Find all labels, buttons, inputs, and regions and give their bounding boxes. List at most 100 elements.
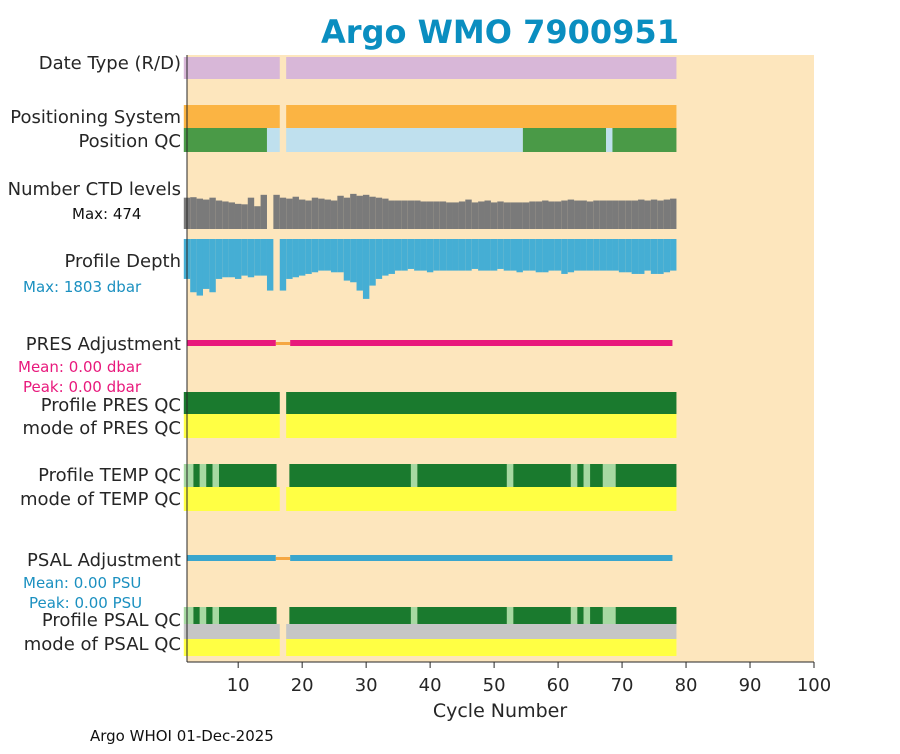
profile-psal-qc-segment — [206, 607, 213, 624]
annotation-depth-max: Max: 1803 dbar — [23, 278, 142, 296]
ctd-level-bar — [426, 201, 434, 229]
ctd-level-bar — [241, 204, 248, 229]
mode-psal-qc-band — [183, 639, 280, 656]
profile-depth-bar — [369, 239, 376, 286]
profile-temp-qc-segment — [218, 464, 277, 487]
ctd-level-bar — [471, 202, 479, 229]
annotation-psal-mean: Mean: 0.00 PSU — [23, 574, 141, 592]
ctd-level-bar — [234, 203, 242, 229]
ctd-level-bar — [382, 198, 389, 229]
ctd-level-bar — [670, 198, 677, 229]
ctd-level-bar — [209, 197, 216, 229]
ctd-level-bar — [644, 200, 651, 229]
profile-depth-bar — [375, 239, 383, 279]
ctd-level-bar — [407, 200, 415, 229]
ctd-level-bar — [388, 200, 395, 229]
profile-depth-bar — [593, 239, 600, 271]
profile-temp-qc-segment — [570, 464, 578, 487]
ctd-level-bar — [586, 201, 594, 229]
profile-depth-bar — [503, 239, 511, 271]
x-tick-label: 50 — [483, 675, 506, 696]
profile-depth-bar — [382, 239, 389, 276]
label-pres-adjustment: PRES Adjustment — [26, 334, 181, 355]
label-ctd-levels: Number CTD levels — [8, 179, 181, 200]
ctd-level-bar — [657, 200, 664, 229]
profile-psal-qc-segment — [417, 607, 507, 624]
ctd-level-bar — [606, 200, 613, 229]
position-qc-segment — [606, 128, 613, 152]
profile-depth-bar — [190, 239, 197, 293]
ctd-level-bar — [612, 200, 619, 229]
ctd-level-bar — [561, 200, 568, 229]
profile-depth-bar — [318, 239, 325, 271]
profile-depth-bar — [510, 239, 517, 271]
position-qc-segment — [183, 128, 267, 152]
ctd-level-bar — [574, 200, 581, 229]
ctd-level-bar — [318, 198, 325, 229]
profile-psal-qc-segment — [513, 607, 571, 624]
profile-depth-bar — [350, 239, 357, 283]
ctd-level-bar — [350, 193, 357, 229]
ctd-level-bar — [190, 197, 197, 229]
profile-depth-bar — [266, 239, 274, 291]
ctd-level-bar — [337, 195, 344, 229]
ctd-level-bar — [446, 202, 453, 229]
ctd-level-bar — [330, 200, 338, 229]
ctd-level-bar — [298, 199, 306, 229]
annotation-pres-peak: Peak: 0.00 dbar — [23, 378, 142, 396]
profile-depth-bar — [247, 239, 255, 278]
profile-depth-bar — [420, 239, 427, 271]
position-qc-segment — [612, 128, 677, 152]
profile-psal-qc-segment — [577, 607, 584, 624]
profile-depth-bar — [414, 239, 421, 271]
positioning-system-band — [286, 105, 677, 128]
profile-depth-bar — [222, 239, 229, 278]
profile-depth-bar — [401, 239, 408, 271]
ctd-level-bar — [401, 200, 408, 229]
mode-pres-qc-band — [183, 414, 280, 438]
ctd-level-bar — [222, 201, 229, 229]
ctd-level-bar — [510, 202, 517, 229]
ctd-level-bar — [650, 199, 658, 229]
ctd-level-bar — [433, 201, 440, 229]
ctd-level-bar — [375, 197, 383, 229]
profile-depth-bar — [548, 239, 555, 271]
profile-psal-qc-segment — [199, 607, 207, 624]
profile-depth-bar — [644, 239, 651, 271]
label-profile-depth: Profile Depth — [64, 251, 181, 272]
profile-depth-bar — [535, 239, 543, 273]
chart-title: Argo WMO 7900951 — [321, 13, 679, 51]
profile-depth-bar — [426, 239, 434, 273]
ctd-level-bar — [292, 196, 299, 229]
profile-psal-qc-segment — [506, 607, 514, 624]
profile-depth-bar — [484, 239, 491, 271]
profile-depth-bar — [580, 239, 587, 271]
ctd-level-bar — [279, 197, 287, 229]
x-tick-label: 70 — [611, 675, 634, 696]
profile-depth-bar — [574, 239, 581, 271]
profile-depth-bar — [516, 239, 523, 273]
profile-depth-bar — [670, 239, 677, 271]
position-qc-segment — [522, 128, 607, 152]
ctd-level-bar — [286, 198, 293, 229]
profile-depth-bar — [478, 239, 485, 271]
profile-depth-bar — [209, 239, 216, 293]
profile-depth-bar — [337, 239, 344, 273]
ctd-level-bar — [478, 201, 485, 229]
ctd-level-bar — [599, 200, 607, 229]
ctd-level-bar — [414, 200, 421, 229]
profile-psal-qc-segment — [583, 607, 591, 624]
profile-pres-qc-band — [183, 392, 280, 414]
profile-depth-bar — [439, 239, 447, 271]
ctd-level-bar — [420, 201, 427, 229]
ctd-level-bar — [215, 200, 223, 229]
ctd-level-bar — [362, 194, 370, 229]
ctd-level-bar — [394, 200, 402, 229]
x-tick-label: 90 — [739, 675, 762, 696]
profile-depth-bar — [362, 239, 370, 299]
profile-depth-bar — [196, 239, 203, 296]
mode-pres-qc-band — [286, 414, 677, 438]
profile-depth-bar — [446, 239, 453, 271]
x-tick-label: 30 — [355, 675, 378, 696]
ctd-level-bar — [369, 196, 376, 229]
